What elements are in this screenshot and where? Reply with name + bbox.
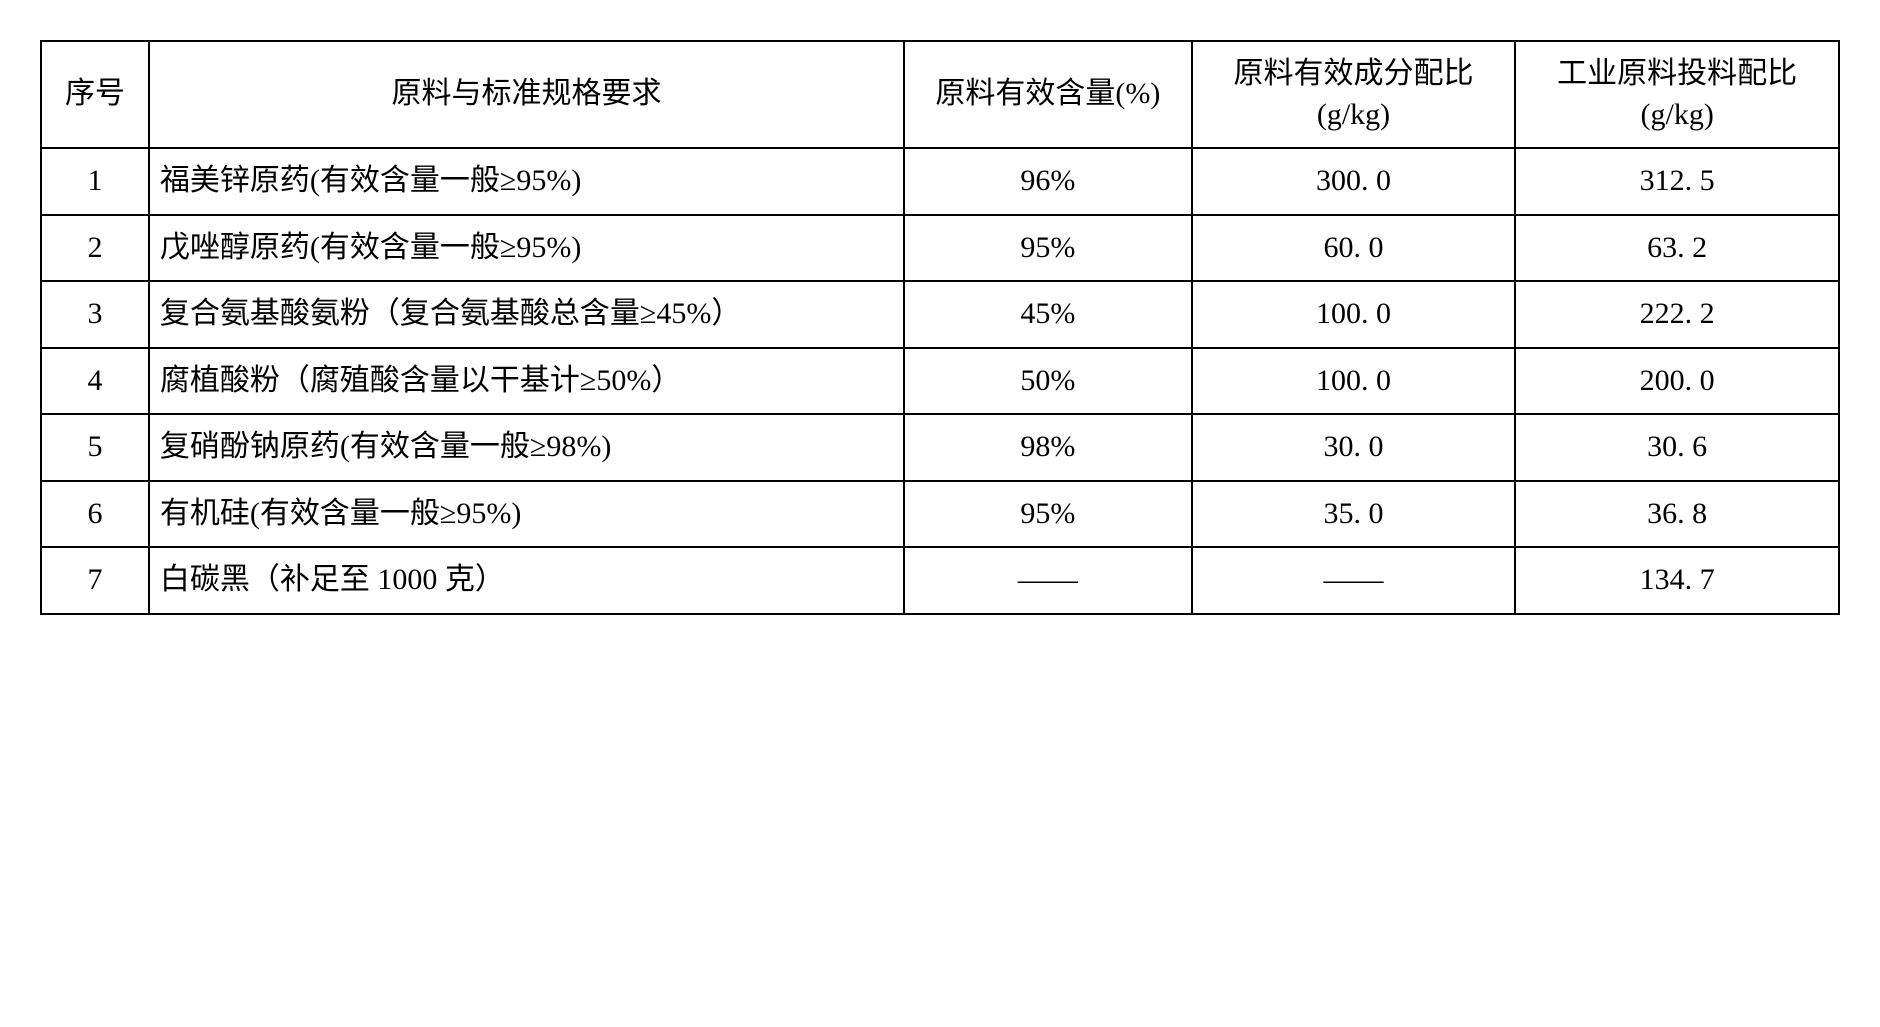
cell-eff: 50% <box>904 348 1192 415</box>
col-header-index: 序号 <box>41 41 149 148</box>
cell-desc: 白碳黑（补足至 1000 克） <box>149 547 904 614</box>
cell-desc: 有机硅(有效含量一般≥95%) <box>149 481 904 548</box>
cell-index: 6 <box>41 481 149 548</box>
cell-index: 1 <box>41 148 149 215</box>
formula-table: 序号 原料与标准规格要求 原料有效含量(%) 原料有效成分配比 (g/kg) 工… <box>40 40 1840 615</box>
cell-ratio1: 100. 0 <box>1192 348 1516 415</box>
cell-index: 3 <box>41 281 149 348</box>
cell-ratio2: 36. 8 <box>1515 481 1839 548</box>
cell-eff: —— <box>904 547 1192 614</box>
cell-ratio1: 300. 0 <box>1192 148 1516 215</box>
cell-index: 4 <box>41 348 149 415</box>
cell-ratio2: 312. 5 <box>1515 148 1839 215</box>
cell-eff: 98% <box>904 414 1192 481</box>
cell-eff: 96% <box>904 148 1192 215</box>
cell-index: 2 <box>41 215 149 282</box>
cell-eff: 95% <box>904 481 1192 548</box>
table-row: 7 白碳黑（补足至 1000 克） —— —— 134. 7 <box>41 547 1839 614</box>
cell-ratio1: 35. 0 <box>1192 481 1516 548</box>
table-body: 1 福美锌原药(有效含量一般≥95%) 96% 300. 0 312. 5 2 … <box>41 148 1839 614</box>
cell-desc: 复硝酚钠原药(有效含量一般≥98%) <box>149 414 904 481</box>
cell-desc: 戊唑醇原药(有效含量一般≥95%) <box>149 215 904 282</box>
cell-desc: 福美锌原药(有效含量一般≥95%) <box>149 148 904 215</box>
cell-index: 5 <box>41 414 149 481</box>
cell-desc: 腐植酸粉（腐殖酸含量以干基计≥50%） <box>149 348 904 415</box>
table-row: 5 复硝酚钠原药(有效含量一般≥98%) 98% 30. 0 30. 6 <box>41 414 1839 481</box>
cell-ratio2: 134. 7 <box>1515 547 1839 614</box>
cell-desc: 复合氨基酸氨粉（复合氨基酸总含量≥45%） <box>149 281 904 348</box>
col-header-eff: 原料有效含量(%) <box>904 41 1192 148</box>
cell-ratio1: 60. 0 <box>1192 215 1516 282</box>
cell-index: 7 <box>41 547 149 614</box>
cell-ratio2: 222. 2 <box>1515 281 1839 348</box>
cell-ratio1: 30. 0 <box>1192 414 1516 481</box>
table-row: 1 福美锌原药(有效含量一般≥95%) 96% 300. 0 312. 5 <box>41 148 1839 215</box>
table-header-row: 序号 原料与标准规格要求 原料有效含量(%) 原料有效成分配比 (g/kg) 工… <box>41 41 1839 148</box>
cell-ratio2: 30. 6 <box>1515 414 1839 481</box>
table-row: 4 腐植酸粉（腐殖酸含量以干基计≥50%） 50% 100. 0 200. 0 <box>41 348 1839 415</box>
col-header-ratio1: 原料有效成分配比 (g/kg) <box>1192 41 1516 148</box>
cell-ratio2: 63. 2 <box>1515 215 1839 282</box>
table-row: 2 戊唑醇原药(有效含量一般≥95%) 95% 60. 0 63. 2 <box>41 215 1839 282</box>
cell-ratio1: —— <box>1192 547 1516 614</box>
cell-ratio1: 100. 0 <box>1192 281 1516 348</box>
cell-ratio2: 200. 0 <box>1515 348 1839 415</box>
table-row: 6 有机硅(有效含量一般≥95%) 95% 35. 0 36. 8 <box>41 481 1839 548</box>
cell-eff: 45% <box>904 281 1192 348</box>
col-header-desc: 原料与标准规格要求 <box>149 41 904 148</box>
col-header-ratio2: 工业原料投料配比 (g/kg) <box>1515 41 1839 148</box>
table-row: 3 复合氨基酸氨粉（复合氨基酸总含量≥45%） 45% 100. 0 222. … <box>41 281 1839 348</box>
cell-eff: 95% <box>904 215 1192 282</box>
